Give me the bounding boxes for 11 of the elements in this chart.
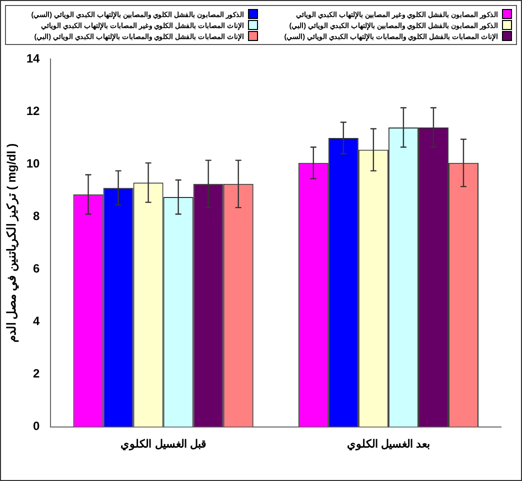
y-tick-label: 10 bbox=[26, 156, 40, 171]
y-tick-label: 8 bbox=[33, 209, 40, 224]
y-tick-label: 6 bbox=[33, 262, 40, 276]
x-tick-label: بعد الغسيل الكلوي bbox=[346, 438, 430, 452]
y-tick-label: 0 bbox=[33, 419, 40, 434]
y-tick-label: 2 bbox=[33, 366, 40, 381]
y-tick-label: 12 bbox=[26, 104, 40, 118]
y-axis-title: تركيز الكرياتنين في مصل الدم ( mg/dl ) bbox=[4, 143, 20, 343]
x-tick-label: قبل الغسيل الكلوي bbox=[120, 438, 206, 452]
y-tick-label: 4 bbox=[33, 314, 40, 328]
y-tick-label: 14 bbox=[26, 52, 40, 66]
